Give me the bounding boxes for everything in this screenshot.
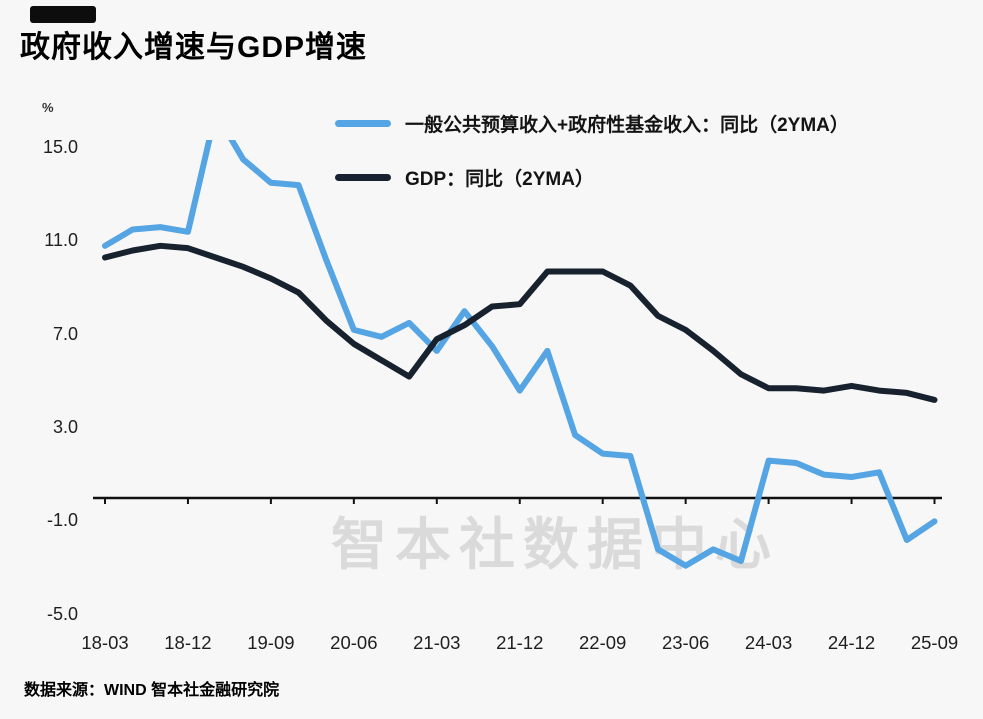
x-axis-label: 24-12 [827,632,876,653]
x-axis-label: 21-03 [413,632,461,653]
x-axis-label: 20-06 [330,632,378,653]
revenue-line-swatch-icon [335,119,391,127]
x-axis-label: 22-09 [579,632,627,653]
gdp-series-line [102,242,938,403]
watermark: 智本社数据中心 [331,513,779,576]
x-axis-label: 18-03 [81,632,129,653]
revenue-series-line [102,140,938,569]
x-axis: 18-03 18-12 19-09 20-06 21-03 21-12 22-09 23-06… [0,632,983,662]
page-title: 政府收入增速与GDP增速 [20,31,368,64]
x-axis-label: 19-09 [247,632,295,653]
x-axis-label: 25-09 [910,632,959,653]
legend-item-revenue: 一般公共预算收入+政府性基金收入：同比（2YMA） [335,108,849,138]
y-axis-unit-label: % [42,100,54,115]
legend-label-revenue: 一般公共预算收入+政府性基金收入：同比（2YMA） [405,114,849,136]
legend-item-gdp: GDP：同比（2YMA） [335,162,849,192]
gdp-line-swatch-icon [335,173,391,181]
y-axis: 15.0 11.0 7.0 3.0 -1.0 -5.0 [26,0,78,719]
x-axis-label: 18-12 [164,632,212,653]
legend-label-gdp: GDP：同比（2YMA） [405,168,594,190]
y-axis-label: -1.0 [46,510,78,531]
x-axis-label: 24-03 [744,632,793,653]
y-axis-label: 3.0 [52,416,78,437]
y-axis-label: -5.0 [46,603,78,624]
y-axis-label: 15.0 [42,136,78,157]
x-axis-label: 23-06 [661,632,710,653]
y-axis-label: 7.0 [52,323,78,344]
chart-legend: 一般公共预算收入+政府性基金收入：同比（2YMA） GDP：同比（2YMA） [335,108,849,216]
x-axis-label: 21-12 [496,632,544,653]
data-source-note: 数据来源：WIND 智本社金融研究院 [24,682,280,699]
y-axis-label: 11.0 [44,230,78,251]
title-accent-bar [30,6,96,23]
